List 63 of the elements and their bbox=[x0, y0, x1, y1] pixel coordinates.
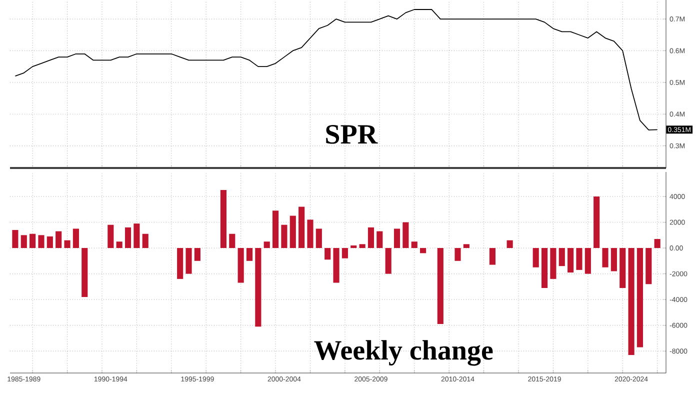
bar bbox=[350, 245, 357, 248]
bar bbox=[558, 248, 565, 266]
bar bbox=[594, 196, 600, 248]
bar bbox=[124, 227, 132, 248]
bar bbox=[316, 228, 322, 248]
bar bbox=[290, 216, 296, 248]
bar bbox=[411, 242, 418, 248]
bar bbox=[420, 248, 426, 254]
bar bbox=[359, 244, 366, 248]
bar bbox=[64, 240, 70, 248]
bar bbox=[20, 235, 27, 248]
bar bbox=[489, 248, 496, 265]
bar bbox=[454, 248, 461, 261]
bar bbox=[134, 224, 140, 248]
bar bbox=[56, 231, 62, 248]
bar bbox=[437, 248, 444, 324]
bar bbox=[30, 234, 36, 248]
text: SPR bbox=[326, 124, 378, 144]
bar bbox=[229, 234, 236, 248]
bar bbox=[463, 244, 470, 248]
bar bbox=[646, 248, 652, 284]
bar bbox=[654, 239, 660, 248]
bar bbox=[255, 248, 262, 327]
bar bbox=[238, 248, 244, 283]
bar bbox=[541, 248, 548, 288]
bar bbox=[628, 248, 634, 355]
bar bbox=[324, 248, 331, 260]
bar bbox=[602, 248, 608, 268]
bar bbox=[576, 248, 582, 270]
bar bbox=[368, 227, 374, 248]
bar bbox=[281, 224, 288, 248]
bar bbox=[72, 228, 79, 248]
bar bbox=[636, 248, 644, 348]
bar bbox=[264, 242, 270, 248]
bar bbox=[298, 206, 305, 248]
bar bbox=[532, 248, 539, 268]
bar bbox=[82, 248, 88, 297]
bar bbox=[385, 248, 392, 274]
bar bbox=[307, 220, 314, 248]
bar bbox=[186, 248, 192, 274]
bar bbox=[116, 242, 122, 248]
bar bbox=[220, 190, 226, 248]
bar bbox=[394, 228, 400, 248]
bar bbox=[272, 210, 279, 248]
bar bbox=[342, 248, 348, 258]
bar bbox=[610, 248, 617, 272]
bar bbox=[402, 222, 409, 248]
bar bbox=[177, 248, 184, 279]
bar bbox=[550, 248, 556, 279]
bar bbox=[584, 248, 591, 274]
bar bbox=[46, 236, 53, 248]
bar bbox=[38, 235, 44, 248]
bar bbox=[108, 224, 114, 248]
text: Weekly change bbox=[314, 340, 493, 366]
bar bbox=[376, 231, 383, 248]
bar bbox=[194, 248, 200, 261]
bar bbox=[506, 240, 513, 248]
bar bbox=[333, 248, 340, 283]
bar bbox=[246, 248, 253, 261]
bar bbox=[142, 234, 148, 248]
bar bbox=[12, 230, 18, 248]
bar bbox=[620, 248, 626, 288]
bar bbox=[568, 248, 574, 272]
